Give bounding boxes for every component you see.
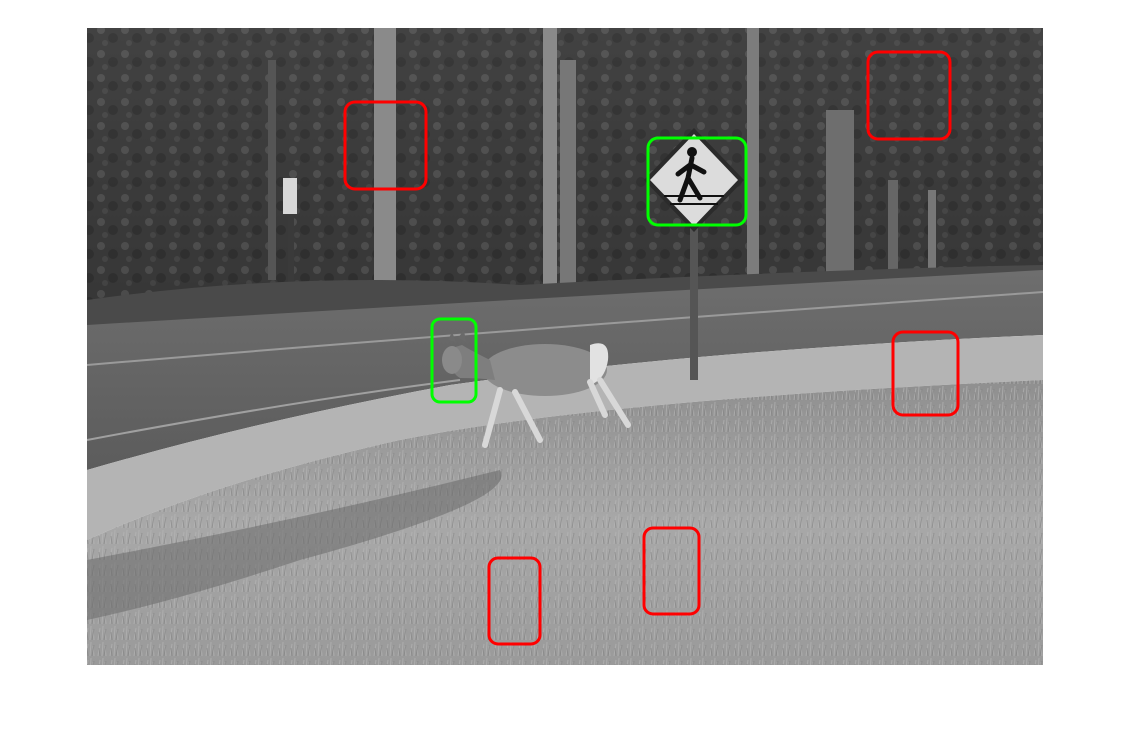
- negative-box-grass-left: [487, 556, 542, 646]
- gravel-shoulder: [87, 335, 1043, 540]
- positive-box-deer-head: [430, 317, 478, 404]
- negative-box-tree-trunk: [343, 100, 428, 191]
- negative-box-grass-center: [642, 526, 701, 616]
- deer: [442, 330, 631, 448]
- photo: [87, 28, 1043, 665]
- grass-texture: [87, 380, 1043, 665]
- negative-box-pine-foliage: [866, 50, 952, 141]
- negative-box-roadside-grass: [891, 330, 960, 417]
- post-left: [288, 190, 294, 310]
- positive-box-sign: [646, 136, 748, 227]
- detection-boxes: [343, 50, 960, 646]
- small-sign: [283, 178, 297, 214]
- pedestrian-crossing-sign: [644, 128, 744, 380]
